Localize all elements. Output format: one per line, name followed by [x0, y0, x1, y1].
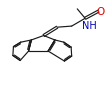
Text: O: O: [96, 7, 104, 17]
Text: NH: NH: [82, 21, 97, 31]
